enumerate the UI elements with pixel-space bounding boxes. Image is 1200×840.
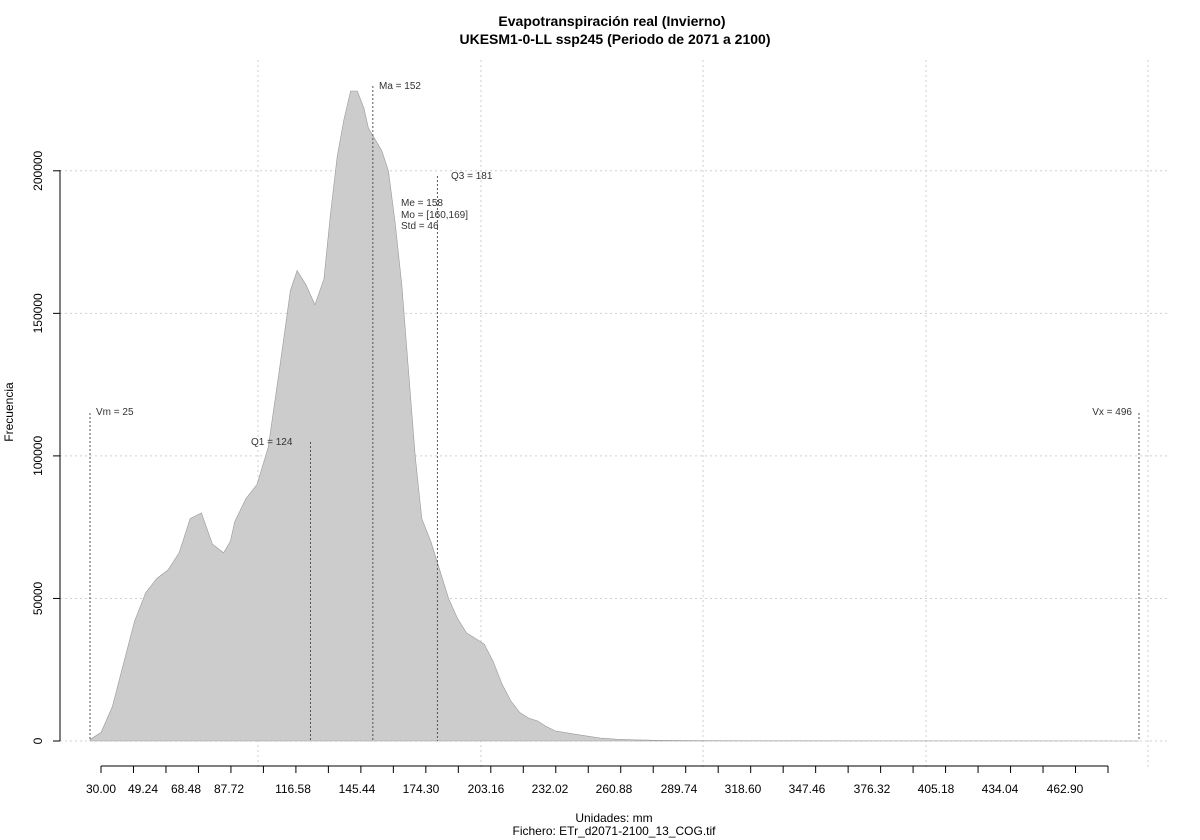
annotation-q3: Q3 = 181	[451, 171, 493, 182]
x-tick-label: 434.04	[982, 782, 1019, 796]
density-area	[89, 90, 1140, 742]
x-tick-label: 232.02	[532, 782, 569, 796]
x-tick-label: 347.46	[789, 782, 826, 796]
y-axis-label: Frecuencia	[2, 382, 16, 442]
annotation-ma: Ma = 152	[379, 81, 421, 92]
x-tick-label: 87.72	[214, 782, 244, 796]
x-tick-label: 289.74	[661, 782, 698, 796]
x-tick-label: 318.60	[725, 782, 762, 796]
x-axis: 30.00 49.24 68.48 87.72 116.58 145.44 174.30 20…	[86, 765, 1109, 796]
x-tick-label: 174.30	[403, 782, 440, 796]
y-tick-label: 200000	[31, 150, 45, 190]
annotation-me: Me = 158	[401, 198, 443, 209]
y-tick-label: 0	[31, 737, 45, 744]
x-tick-label: 145.44	[339, 782, 376, 796]
x-axis-label: Unidades: mm	[575, 811, 652, 825]
y-tick-label: 150000	[31, 293, 45, 333]
file-caption: Fichero: ETr_d2071-2100_13_COG.tif	[513, 824, 717, 838]
chart-subtitle: UKESM1-0-LL ssp245 (Periodo de 2071 a 21…	[460, 31, 771, 47]
x-tick-label: 30.00	[86, 782, 116, 796]
x-tick-label: 203.16	[468, 782, 505, 796]
annotation-q1: Q1 = 124	[251, 437, 293, 448]
x-tick-label: 405.18	[918, 782, 955, 796]
x-tick-label: 68.48	[171, 782, 201, 796]
annotation-std: Std = 46	[401, 221, 439, 232]
x-tick-label: 260.88	[596, 782, 633, 796]
y-tick-label: 50000	[31, 581, 45, 615]
x-tick-label: 462.90	[1047, 782, 1084, 796]
x-tick-label: 116.58	[275, 782, 311, 796]
marker-lines	[89, 86, 1140, 741]
annotation-vx: Vx = 496	[1092, 407, 1132, 418]
chart-title: Evapotranspiración real (Invierno)	[498, 13, 725, 29]
y-axis: 0 50000 100000 150000 200000	[31, 150, 61, 744]
y-tick-label: 100000	[31, 436, 45, 476]
x-tick-label: 376.32	[854, 782, 891, 796]
annotation-vm: Vm = 25	[96, 407, 134, 418]
x-tick-label: 49.24	[128, 782, 158, 796]
annotation-mo: Mo = [160,169]	[401, 210, 468, 221]
